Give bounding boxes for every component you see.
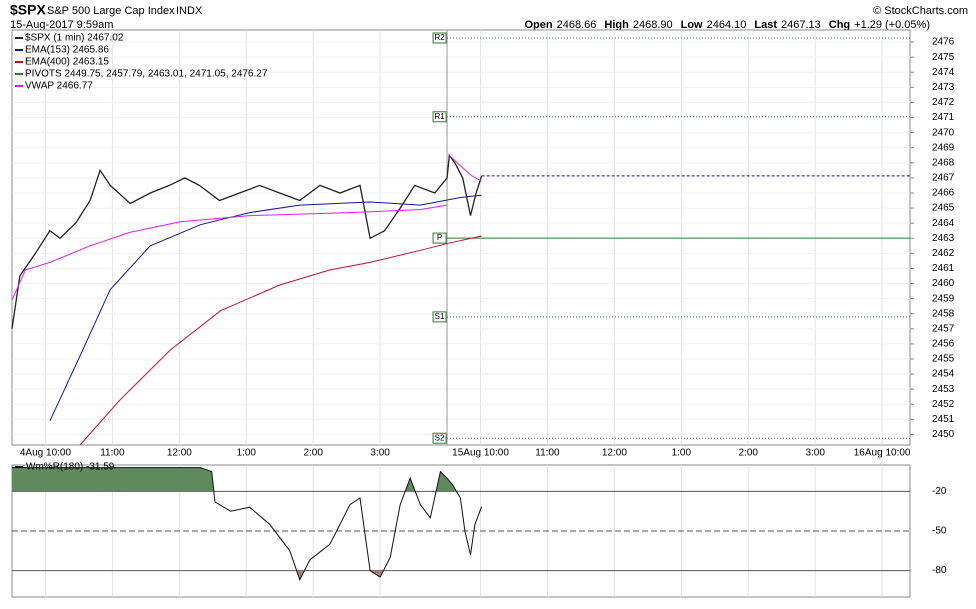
quote-label: Low [681,19,703,31]
pivot-label-box [432,311,447,323]
y-tick-label: 2458 [932,308,955,319]
legend-label: PIVOTS 2449.75, 2457.79, 2463.01, 2471.0… [25,69,268,80]
legend-label: VWAP 2466.77 [25,81,93,92]
y-tick-label: -80 [932,565,947,576]
quote-value: 2467.13 [781,19,821,31]
pivot-label-box [432,232,447,244]
x-tick-label: 3:00 [370,448,390,459]
y-tick-label: 2474 [932,67,955,78]
x-tick-label: 4Aug 10:00 [20,448,72,459]
pivot-label-box [432,432,447,444]
pivot-label-box [432,32,447,44]
y-tick-label: 2456 [932,339,955,350]
quote-label: Open [525,19,553,31]
pivot-label: R1 [434,112,445,121]
date: 15-Aug-2017 9:59am [10,19,113,31]
series-line [11,154,482,301]
series-line [11,153,483,329]
y-tick-label: 2466 [932,188,955,199]
y-tick-label: 2468 [932,157,955,168]
symbol: $SPX [10,2,46,18]
quote-label: Last [754,19,777,31]
y-tick-label: 2464 [932,218,955,229]
x-tick-label: 11:00 [100,448,125,459]
y-tick-label: 2473 [932,82,955,93]
x-tick-label: 2:00 [303,448,323,459]
y-tick-label: 2457 [932,323,955,334]
x-tick-label: 12:00 [167,448,192,459]
y-tick-label: 2469 [932,142,955,153]
y-tick-label: 2450 [932,429,955,440]
legend-label: $SPX (1 min) 2467.02 [25,33,124,44]
x-tick-label: 2:00 [739,448,759,459]
quote-value: 2468.66 [557,19,597,31]
legend-label: EMA(400) 2463.15 [25,57,109,68]
legend-label: EMA(153) 2465.86 [25,45,109,56]
panel-frame [11,29,911,446]
series-line [49,194,482,422]
y-tick-label: -20 [932,486,947,497]
x-tick-label: 16Aug 10:00 [854,448,911,459]
panel-title: Wm%R(180) -31.59 [26,462,115,473]
y-tick-label: 2454 [932,369,955,380]
y-tick-label: 2470 [932,127,955,138]
y-tick-label: 2471 [932,112,955,123]
quote-label: High [604,19,629,31]
quote-value: +1.29 (+0.05%) [854,19,930,31]
y-tick-label: 2459 [932,293,955,304]
pivot-label-box [432,111,447,123]
y-tick-label: 2451 [932,414,955,425]
y-tick-label: 2465 [932,203,955,214]
x-tick-label: 3:00 [805,448,825,459]
x-tick-label: 1:00 [237,448,257,459]
y-tick-label: 2453 [932,384,955,395]
quote: +1.29 (+0.05%) Chg 2467.13 Last 2464.10 Low 24… [525,19,931,31]
pivot-label: P [437,233,442,242]
x-tick-label: 1:00 [672,448,692,459]
quote-label: Chg [829,19,850,31]
copyright: © StockCharts.com [873,5,968,17]
y-tick-label: 2461 [932,263,955,274]
y-tick-label: 2463 [932,233,955,244]
series-line [79,235,482,446]
y-tick-label: 2472 [932,97,955,108]
y-tick-label: 2462 [932,248,955,259]
y-tick-label: 2476 [932,37,955,48]
pivot-label: S1 [435,312,445,321]
pivot-label: R2 [434,33,445,42]
quote-value: 2464.10 [707,19,747,31]
index-name: S&P 500 Large Cap Index [47,5,175,17]
pivot-label: S2 [435,433,445,442]
wr-line [12,467,483,582]
y-tick-label: 2475 [932,52,955,63]
exchange: INDX [176,5,203,17]
x-tick-label: 12:00 [602,448,627,459]
y-tick-label: 2467 [932,173,955,184]
quote-value: 2468.90 [633,19,673,31]
band-fill [12,467,457,492]
y-tick-label: -50 [932,526,947,537]
y-tick-label: 2455 [932,354,955,365]
x-tick-label: 11:00 [535,448,560,459]
x-tick-label: 15Aug 10:00 [452,448,509,459]
y-tick-label: 2452 [932,399,955,410]
y-tick-label: 2460 [932,278,955,289]
